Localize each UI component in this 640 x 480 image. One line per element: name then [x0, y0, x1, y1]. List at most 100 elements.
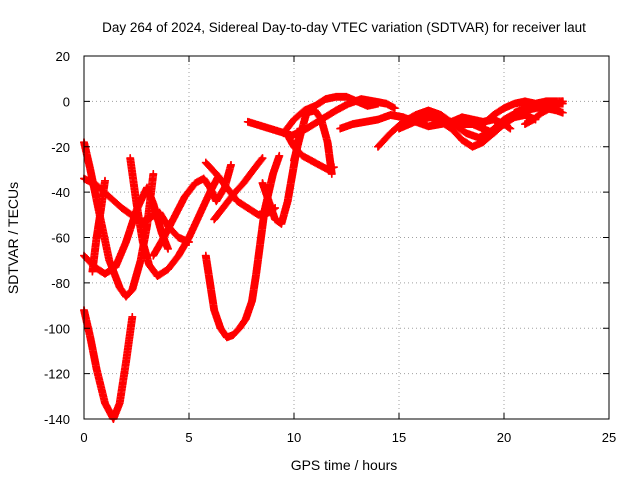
data-point [297, 132, 304, 139]
data-point [559, 98, 566, 105]
data-point [521, 120, 529, 128]
data-point [521, 98, 529, 105]
data-point [425, 107, 432, 114]
data-point [437, 116, 445, 123]
data-point [253, 270, 260, 277]
data-point [118, 204, 125, 212]
data-point [387, 111, 394, 119]
data-point [223, 184, 230, 191]
data-point [242, 315, 249, 323]
data-point [353, 98, 361, 105]
data-point [479, 120, 487, 128]
data-point [150, 200, 157, 207]
data-point [221, 202, 228, 209]
data-point [227, 161, 235, 169]
series-pass-5 [88, 176, 109, 276]
x-tick-label: 20 [497, 430, 511, 445]
data-point [542, 98, 550, 105]
data-point [217, 325, 224, 332]
data-point [500, 120, 508, 128]
data-point [211, 306, 218, 314]
y-tick-label: -60 [51, 231, 70, 246]
data-point [427, 114, 434, 121]
data-point [374, 143, 382, 150]
series-pass-7 [149, 160, 235, 260]
y-tick-label: 0 [63, 94, 70, 109]
y-tick-label: -100 [44, 321, 70, 336]
y-tick-label: -20 [51, 140, 70, 155]
data-point [307, 157, 314, 164]
data-point [311, 107, 319, 114]
data-point [202, 159, 209, 166]
data-point [555, 100, 562, 107]
data-point [139, 238, 146, 246]
data-point [143, 184, 151, 191]
data-point [395, 125, 403, 132]
data-point [343, 93, 350, 101]
data-series [80, 92, 567, 423]
data-point [259, 179, 266, 187]
series-pass-13 [279, 92, 382, 138]
data-point [213, 170, 220, 178]
y-tick-label: -120 [44, 367, 70, 382]
data-point [530, 116, 537, 123]
data-point [332, 93, 340, 101]
data-point [93, 182, 100, 189]
data-point [181, 193, 188, 200]
data-point [316, 161, 323, 169]
data-point [148, 213, 155, 221]
data-point [206, 184, 214, 191]
data-point [160, 234, 167, 241]
data-point [213, 198, 220, 205]
data-point [112, 263, 119, 271]
data-point [349, 120, 356, 128]
data-point [337, 125, 344, 132]
data-point [490, 129, 497, 137]
data-point [145, 261, 153, 268]
data-point [532, 102, 539, 110]
data-point [448, 118, 455, 125]
data-point [234, 198, 241, 205]
x-tick-label: 10 [287, 430, 301, 445]
data-point [240, 179, 247, 187]
data-point [290, 157, 298, 164]
data-point [202, 252, 209, 259]
data-point [383, 100, 390, 107]
data-point [364, 102, 371, 110]
series-pass-8 [201, 151, 284, 342]
data-point [196, 211, 203, 219]
data-point [500, 104, 508, 112]
y-tick-label: -40 [51, 185, 70, 200]
data-point [458, 120, 466, 128]
data-point [387, 129, 394, 137]
data-point [278, 220, 285, 228]
y-axis-label: SDTVAR / TECUs [5, 182, 21, 294]
data-point [511, 100, 518, 107]
data-point [324, 139, 331, 146]
data-point [211, 216, 218, 223]
series-pass-10 [210, 154, 267, 224]
data-point [164, 266, 172, 273]
data-point [374, 100, 382, 107]
data-point [458, 136, 466, 144]
data-point [259, 154, 266, 162]
data-point [200, 175, 207, 182]
x-tick-label: 0 [80, 430, 87, 445]
data-point [490, 111, 497, 119]
data-point [362, 118, 369, 125]
data-point [521, 104, 529, 112]
data-point [185, 234, 193, 241]
data-point [425, 123, 432, 130]
data-point [244, 204, 251, 212]
data-point [106, 256, 113, 264]
data-point [303, 109, 310, 116]
data-point [274, 127, 281, 135]
data-point [257, 238, 264, 246]
x-tick-label: 25 [602, 430, 616, 445]
data-point [284, 132, 291, 139]
data-point [469, 143, 476, 150]
data-point [236, 325, 243, 332]
data-point [284, 198, 291, 205]
data-point [559, 109, 566, 116]
data-point [265, 198, 272, 205]
